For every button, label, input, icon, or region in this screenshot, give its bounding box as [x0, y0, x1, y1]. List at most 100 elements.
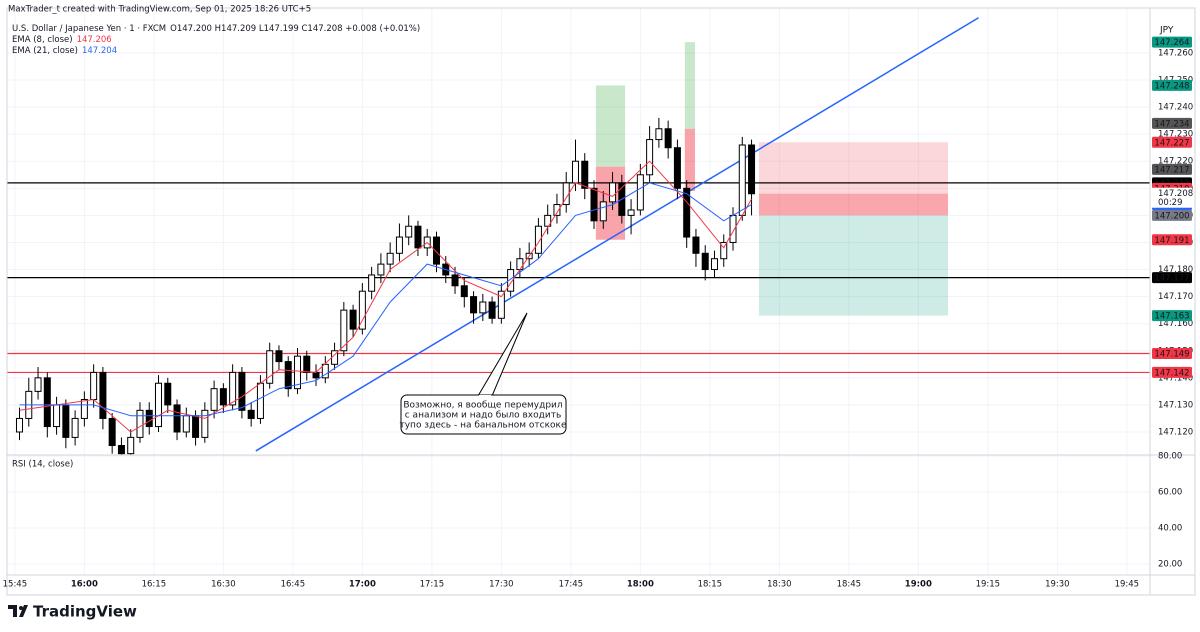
candle-body [738, 144, 746, 216]
legend-symbol: U.S. Dollar / Japanese Yen · 1 · FXCM O14… [12, 24, 420, 34]
price-tag-bg [1152, 209, 1192, 221]
annotation: Возможно, я вообще перемудрил с анализом… [399, 312, 567, 435]
candle-body [108, 417, 116, 447]
x-tick-label: 16:15 [142, 580, 167, 590]
rsi-title: RSI (14, close) [12, 460, 73, 470]
x-tick-label: 15:45 [3, 580, 28, 590]
y-tick-label: 147.170 [1158, 292, 1193, 302]
candle-body [136, 409, 144, 438]
price-tag: 147.248 [1154, 81, 1189, 91]
y-tick-label: 147.130 [1158, 400, 1193, 410]
candle-body [210, 388, 218, 411]
candle-body [62, 404, 70, 438]
candle-body [99, 371, 107, 419]
price-tag: 147.200 [1154, 211, 1189, 221]
candle-body [432, 236, 440, 265]
candle-body [729, 214, 737, 243]
candle-body [117, 445, 125, 455]
y-tick-label: 147.160 [1158, 319, 1193, 329]
x-tick-label: 17:15 [420, 580, 445, 590]
plot-area [7, 17, 1150, 455]
candle-body [451, 274, 459, 287]
legend-ema21: EMA (21, close) 147.204 [12, 46, 117, 56]
y-tick-label: 147.240 [1158, 103, 1193, 113]
price-tag: 147.163 [1154, 312, 1189, 322]
price-tag-bg [1152, 163, 1192, 175]
candle-body [571, 160, 579, 184]
y-tick-label: 147.180 [1158, 265, 1193, 275]
candle-body [90, 371, 98, 400]
y-tick-label: 147.140 [1158, 373, 1193, 383]
brand: TradingView [8, 603, 137, 621]
x-tick-label: 17:30 [489, 580, 514, 590]
candle-body [201, 409, 209, 438]
candle-body [636, 174, 644, 211]
candle-body [470, 296, 478, 314]
annotation-line: тупо здесь - на банальном отскоке [399, 421, 566, 431]
price-tag-bg [1152, 272, 1192, 284]
candle-body [590, 187, 598, 222]
price-tag-bg [1152, 79, 1192, 91]
candle-body [414, 225, 422, 249]
candle-body [507, 269, 515, 292]
candle-body [516, 258, 524, 271]
x-tick-label: 19:30 [1045, 580, 1070, 590]
price-tag: 147.227 [1154, 138, 1189, 148]
price-tag-bg [1152, 310, 1192, 322]
candle-body [664, 128, 672, 149]
credit: MaxTrader_t created with TradingView.com… [8, 5, 311, 15]
price-tag: 147.264 [1154, 38, 1189, 48]
x-tick-label: 16:45 [281, 580, 306, 590]
rsi-tick-label: 40.00 [1158, 524, 1182, 534]
candle-body [219, 388, 227, 406]
candle-body [71, 417, 79, 438]
stop-zone [684, 128, 696, 192]
candle-body [164, 382, 172, 406]
candle-body [710, 258, 718, 271]
price-tag: 147.177 [1154, 274, 1189, 284]
last-price: 147.208 [1158, 189, 1193, 199]
y-tick-label: 147.260 [1158, 48, 1193, 58]
candle-body [655, 128, 663, 141]
candle-body [312, 371, 320, 379]
candle-body [256, 382, 264, 419]
legend-ema8: EMA (8, close) 147.206 [12, 35, 112, 45]
rsi-tick-label: 60.00 [1158, 488, 1182, 498]
ohlc: O147.200 H147.209 L147.199 C147.208 +0.0… [170, 24, 420, 34]
candle-body [53, 404, 61, 428]
candle-body [293, 355, 301, 390]
candle-body [395, 236, 403, 254]
candle-body [599, 201, 607, 222]
price-tag-bg [1152, 366, 1192, 378]
candle-body [368, 274, 376, 292]
price-tag: 147.142 [1154, 368, 1189, 378]
x-tick-label: 19:00 [905, 580, 932, 590]
candle-body [377, 263, 385, 276]
ema-line [19, 160, 752, 433]
candle-body [238, 371, 246, 411]
candle-body [192, 415, 200, 438]
candle-body [673, 147, 681, 189]
symbol: U.S. Dollar / Japanese Yen · 1 · FXCM [12, 24, 166, 34]
ema-line [19, 182, 752, 417]
price-tag-bg [1152, 347, 1192, 359]
brand-logo [8, 605, 28, 617]
candle-body [275, 350, 283, 363]
candle-body [266, 350, 274, 384]
frame [6, 7, 1196, 596]
candle-body [544, 214, 552, 227]
x-tick-label: 19:15 [976, 580, 1001, 590]
price-tag: 147.149 [1154, 349, 1189, 359]
ema-name: EMA (8, close) [12, 35, 73, 45]
candle-body [80, 398, 88, 419]
candle-body [16, 417, 24, 433]
ema-value: 147.206 [77, 35, 112, 45]
candle-body [460, 285, 468, 298]
candle-body [405, 225, 413, 238]
brand-name: TradingView [33, 603, 137, 621]
annotation-line: с анализом и надо было входить [405, 411, 562, 421]
candle-body [340, 309, 348, 352]
rsi-tick-label: 80.00 [1158, 452, 1182, 462]
candle-body [609, 182, 617, 203]
